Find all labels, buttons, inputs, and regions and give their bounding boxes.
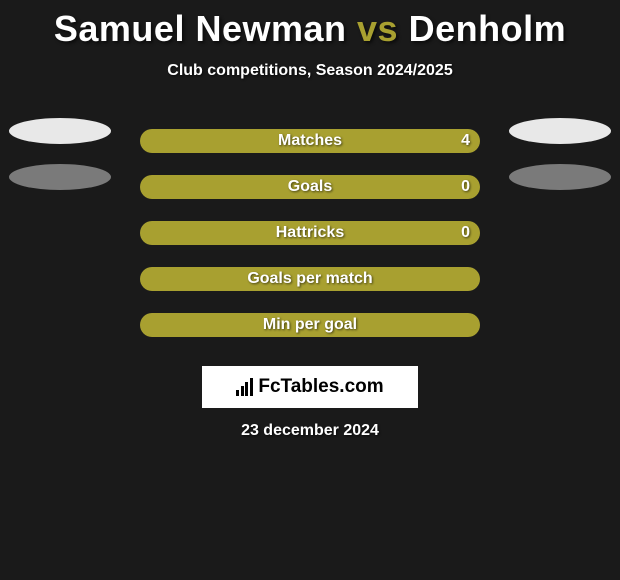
stat-bar-min-per-goal: Min per goal: [140, 313, 480, 337]
stat-bar-hattricks: Hattricks 0: [140, 221, 480, 245]
stat-label: Matches: [278, 132, 342, 150]
right-ellipse-matches: [509, 118, 611, 144]
stat-row-hattricks: Hattricks 0: [0, 210, 620, 256]
left-ellipse-goals: [9, 164, 111, 190]
comparison-container: Samuel Newman vs Denholm Club competitio…: [0, 0, 620, 440]
stat-row-goals-per-match: Goals per match: [0, 256, 620, 302]
stat-bar-matches: Matches 4: [140, 129, 480, 153]
stat-label: Goals per match: [247, 270, 372, 288]
stat-value: 4: [461, 132, 470, 150]
stat-label: Min per goal: [263, 316, 357, 334]
stat-value: 0: [461, 224, 470, 242]
stat-bar-goals: Goals 0: [140, 175, 480, 199]
stat-label: Hattricks: [276, 224, 344, 242]
player1-name: Samuel Newman: [54, 8, 347, 49]
chart-icon: [236, 378, 254, 396]
stat-value: 0: [461, 178, 470, 196]
stat-row-min-per-goal: Min per goal: [0, 302, 620, 348]
page-title: Samuel Newman vs Denholm: [0, 8, 620, 50]
stats-area: Matches 4 Goals 0 Hattricks 0 Goals per …: [0, 118, 620, 348]
logo-text: FcTables.com: [258, 376, 383, 398]
player2-name: Denholm: [409, 8, 567, 49]
logo-box[interactable]: FcTables.com: [202, 366, 418, 408]
vs-text: vs: [357, 8, 398, 49]
stat-label: Goals: [288, 178, 332, 196]
logo-content: FcTables.com: [236, 376, 383, 398]
left-ellipse-matches: [9, 118, 111, 144]
subtitle: Club competitions, Season 2024/2025: [0, 62, 620, 80]
stat-row-matches: Matches 4: [0, 118, 620, 164]
right-ellipse-goals: [509, 164, 611, 190]
stat-bar-goals-per-match: Goals per match: [140, 267, 480, 291]
stat-row-goals: Goals 0: [0, 164, 620, 210]
date-text: 23 december 2024: [0, 422, 620, 440]
